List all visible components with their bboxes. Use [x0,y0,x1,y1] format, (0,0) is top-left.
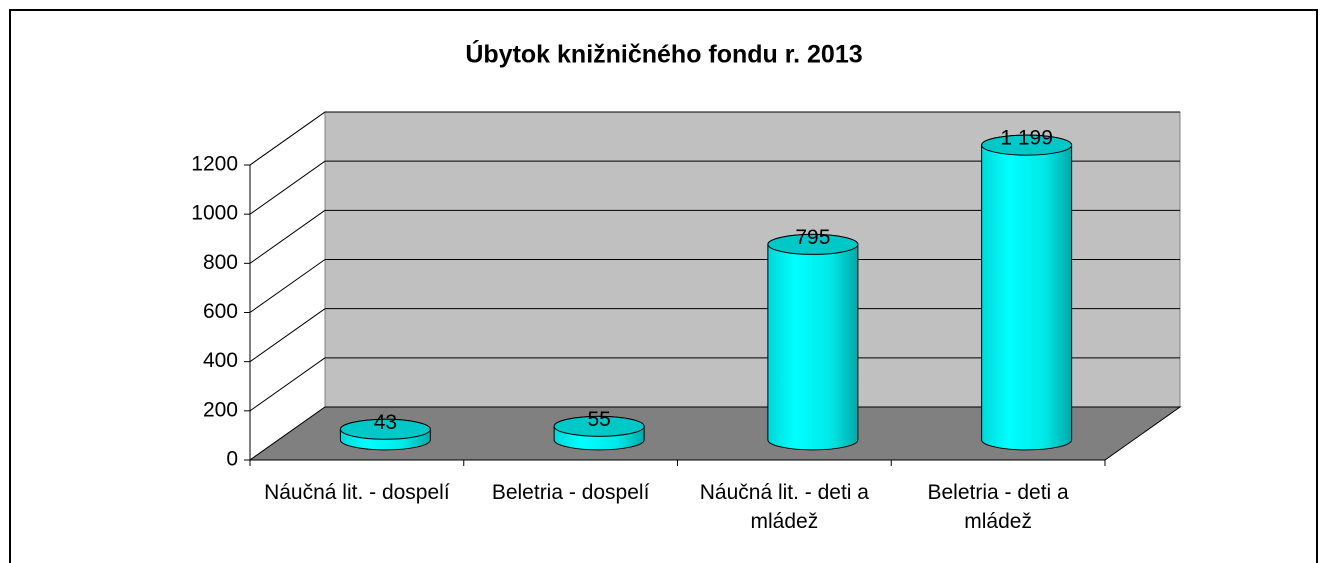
grid-line [249,209,326,264]
y-tick-label: 200 [203,398,238,421]
cylinder-body [981,134,1073,451]
cylinder-top [767,233,859,255]
cylinder-body [767,233,859,451]
grid-line [249,308,326,363]
grid-line [249,160,326,215]
x-tick-label: Náučná lit. - dospelí [264,481,450,504]
data-label: 55 [587,408,610,431]
y-tick-label: 1000 [191,202,238,225]
cylinder-top [339,418,431,440]
x-tick-label: Náučná lit. - deti a mládež [699,481,869,533]
y-tick-label: 1200 [191,153,238,176]
chart-title: Úbytok knižničného fondu r. 2013 [465,39,862,69]
y-tick-label: 400 [203,349,238,372]
grid-line [249,357,326,412]
x-tick-label: Beletria - deti a mládež [927,481,1069,533]
data-label: 795 [795,226,830,249]
data-label: 43 [374,411,397,434]
cylinder-top [553,415,645,437]
y-tick-label: 0 [226,448,238,471]
x-tick-label: Beletria - dospelí [491,481,650,504]
data-label: 1 199 [1000,127,1053,150]
cylinder-top [981,134,1073,156]
y-tick-label: 600 [203,300,238,323]
grid-line [249,111,326,166]
grid-line [249,259,326,313]
y-tick-label: 800 [203,251,238,274]
